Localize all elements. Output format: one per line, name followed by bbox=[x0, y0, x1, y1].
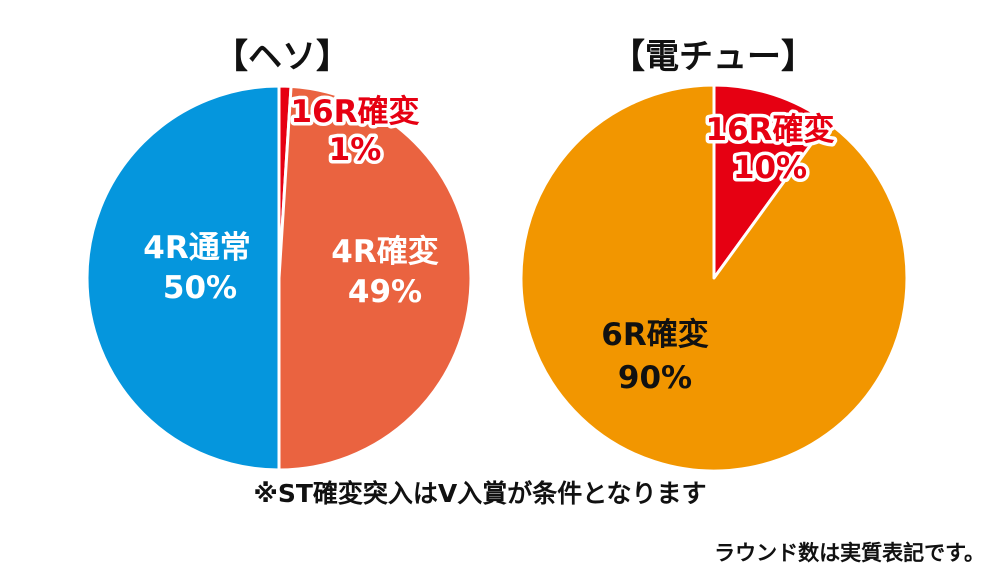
denchu-slice-6r-kakuhen bbox=[519, 83, 909, 473]
heso-pie bbox=[85, 84, 473, 472]
heso-slice-4r-kakuhen bbox=[277, 84, 473, 472]
heso-label-16r-kakuhen: 16R確変 bbox=[290, 94, 419, 130]
heso-label-4r-tsujo: 4R通常 bbox=[143, 230, 250, 266]
denchu-pie bbox=[519, 83, 909, 473]
rounds-note: ラウンド数は実質表記です。 bbox=[714, 541, 985, 565]
denchu-value-16r-kakuhen: 10% bbox=[733, 150, 807, 186]
denchu-value-6r-kakuhen: 90% bbox=[618, 360, 692, 396]
denchu-title: 【電チュー】 bbox=[611, 37, 815, 77]
denchu-label-6r-kakuhen: 6R確変 bbox=[601, 317, 708, 353]
heso-value-16r-kakuhen: 1% bbox=[329, 132, 382, 168]
heso-value-4r-kakuhen: 49% bbox=[348, 274, 422, 310]
heso-title: 【ヘソ】 bbox=[214, 37, 350, 77]
condition-note: ※ST確変突入はV入賞が条件となります bbox=[254, 479, 707, 508]
heso-label-4r-kakuhen: 4R確変 bbox=[331, 234, 438, 270]
denchu-label-16r-kakuhen: 16R確変 bbox=[705, 112, 834, 148]
heso-slice-4r-tsujo bbox=[85, 84, 281, 472]
heso-value-4r-tsujo: 50% bbox=[163, 270, 237, 306]
denchu-slice-16r-kakuhen bbox=[712, 83, 829, 280]
